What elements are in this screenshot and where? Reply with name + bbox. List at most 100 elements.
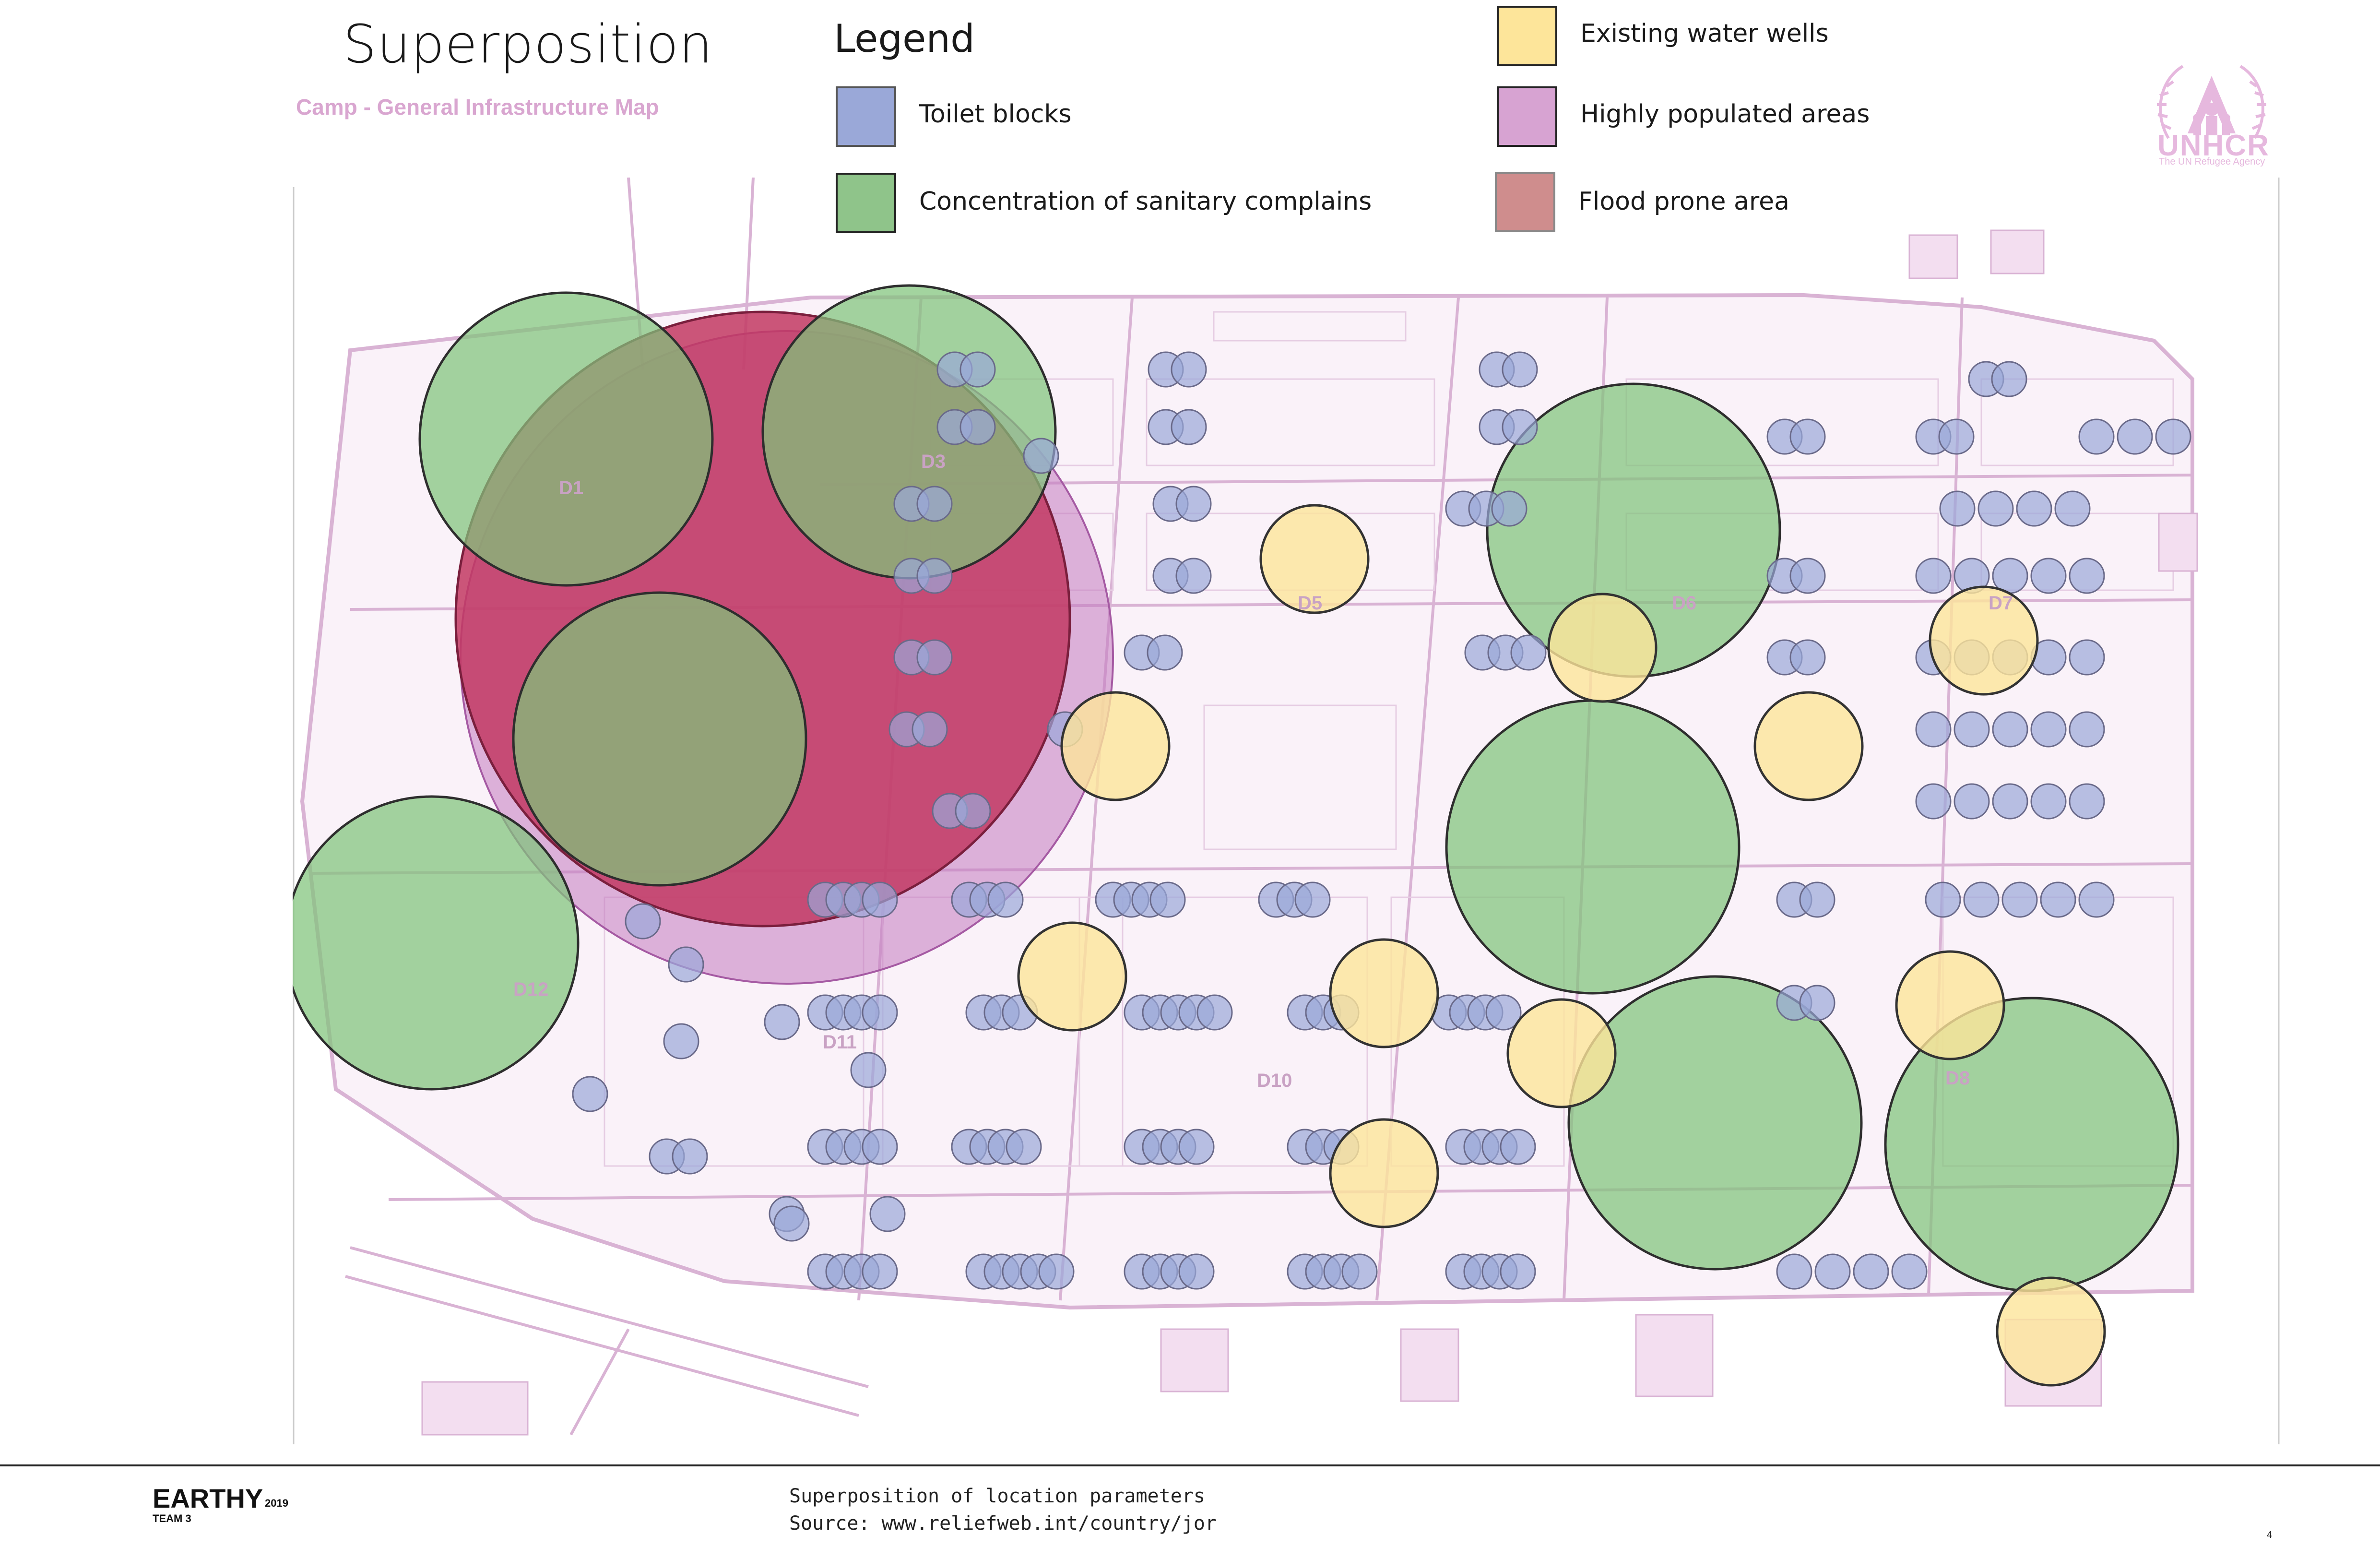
toilet-block — [959, 409, 996, 445]
legend-swatch-sanitary-complains — [836, 173, 896, 233]
water-well — [1017, 921, 1127, 1032]
district-label-d11: D11 — [823, 1032, 857, 1053]
toilet-block — [1915, 558, 1952, 594]
toilet-block — [1992, 711, 2028, 748]
water-well — [1895, 950, 2005, 1060]
legend-swatch-flood-prone — [1495, 172, 1555, 232]
toilet-block — [1500, 1129, 1536, 1165]
toilet-block — [1023, 438, 1059, 474]
legend-title: Legend — [834, 16, 975, 61]
toilet-block — [1963, 881, 2000, 918]
legend-label-toilet-blocks: Toilet blocks — [919, 100, 1072, 129]
toilet-block — [1178, 1129, 1215, 1165]
toilet-block — [1171, 409, 1207, 445]
toilet-block — [850, 1052, 887, 1088]
toilet-block — [1938, 418, 1975, 455]
sanitary-complaint-zone — [418, 291, 714, 587]
footer-team: TEAM 3 — [153, 1512, 191, 1524]
toilet-block — [764, 1004, 800, 1040]
water-well — [1753, 691, 1864, 801]
toilet-block — [862, 881, 898, 918]
toilet-block — [1789, 558, 1826, 594]
toilet-block — [2030, 558, 2067, 594]
district-label-d5: D5 — [1298, 593, 1322, 614]
water-well — [1547, 593, 1658, 703]
page-subtitle: Camp - General Infrastructure Map — [296, 95, 659, 119]
footer-year: 2019 — [265, 1497, 288, 1509]
toilet-block — [1171, 351, 1207, 388]
toilet-block — [869, 1196, 906, 1232]
toilet-block — [1147, 634, 1183, 671]
toilet-block — [1925, 881, 1961, 918]
water-well — [1259, 504, 1370, 614]
toilet-block — [2030, 783, 2067, 820]
toilet-block — [916, 486, 953, 522]
toilet-block — [1991, 361, 2027, 397]
toilet-block — [1502, 351, 1538, 388]
toilet-block — [1939, 490, 1976, 527]
toilet-block — [2069, 783, 2105, 820]
toilet-block — [916, 558, 953, 594]
toilet-block — [1891, 1253, 1928, 1290]
water-well — [1329, 938, 1439, 1048]
sanitary-complaint-zone — [1567, 975, 1863, 1271]
toilet-block — [1814, 1253, 1851, 1290]
toilet-block — [959, 351, 996, 388]
toilet-block — [912, 711, 948, 748]
district-label-d3: D3 — [921, 451, 946, 472]
toilet-block — [1485, 994, 1522, 1031]
toilet-block — [1502, 409, 1538, 445]
legend-label-sanitary-complains: Concentration of sanitary complains — [919, 187, 1372, 216]
toilet-block — [2155, 418, 2191, 455]
water-well — [1506, 998, 1617, 1108]
toilet-block — [2040, 881, 2076, 918]
sanitary-complaint-zone — [1445, 699, 1741, 995]
toilet-block — [1178, 1253, 1215, 1290]
toilet-block — [2117, 418, 2153, 455]
toilet-block — [1789, 418, 1826, 455]
page-number: 4 — [2267, 1530, 2273, 1540]
toilet-block — [2069, 558, 2105, 594]
toilet-block — [1954, 711, 1990, 748]
toilet-block — [1915, 711, 1952, 748]
toilet-block — [1853, 1253, 1889, 1290]
toilet-block — [1038, 1253, 1075, 1290]
district-label-d1: D1 — [559, 477, 583, 499]
toilet-block — [1799, 985, 1835, 1021]
legend-label-flood-prone: Flood prone area — [1578, 187, 1790, 216]
toilet-block — [1789, 639, 1826, 676]
toilet-block — [1776, 1253, 1812, 1290]
water-well — [1929, 585, 2039, 696]
toilet-block — [663, 1023, 699, 1059]
footer-description: Superposition of location parameters — [789, 1485, 1205, 1507]
district-label-d10: D10 — [1257, 1070, 1292, 1091]
toilet-block — [862, 994, 898, 1031]
toilet-block — [1954, 783, 1990, 820]
legend-swatch-water-wells — [1497, 6, 1557, 66]
legend-swatch-toilet-blocks — [836, 86, 896, 147]
toilet-block — [1294, 881, 1331, 918]
toilet-block — [672, 1138, 708, 1175]
toilet-block — [1341, 1253, 1378, 1290]
toilet-block — [1992, 783, 2028, 820]
legend-label-water-wells: Existing water wells — [1580, 19, 1829, 48]
footer-source: Source: www.reliefweb.int/country/jor — [789, 1512, 1217, 1535]
water-well — [1329, 1118, 1439, 1228]
toilet-block — [1915, 783, 1952, 820]
toilet-block — [2078, 418, 2115, 455]
sanitary-complaint-zone — [512, 591, 807, 887]
infrastructure-map: D1 D3 D5 D6 D7 D8 D10 D11 D12 — [293, 178, 2280, 1444]
water-well — [1996, 1276, 2106, 1387]
toilet-block — [1175, 558, 1212, 594]
toilet-block — [862, 1253, 898, 1290]
toilet-block — [1799, 881, 1835, 918]
toilet-blocks-layer — [572, 351, 2191, 1290]
toilet-block — [1196, 994, 1233, 1031]
sanitary-complaint-zone — [761, 284, 1057, 580]
toilet-block — [987, 881, 1024, 918]
toilet-block — [625, 903, 661, 940]
district-label-d8: D8 — [1945, 1068, 1970, 1089]
toilet-block — [1491, 490, 1527, 527]
toilet-block — [1149, 881, 1186, 918]
toilet-block — [2054, 490, 2091, 527]
